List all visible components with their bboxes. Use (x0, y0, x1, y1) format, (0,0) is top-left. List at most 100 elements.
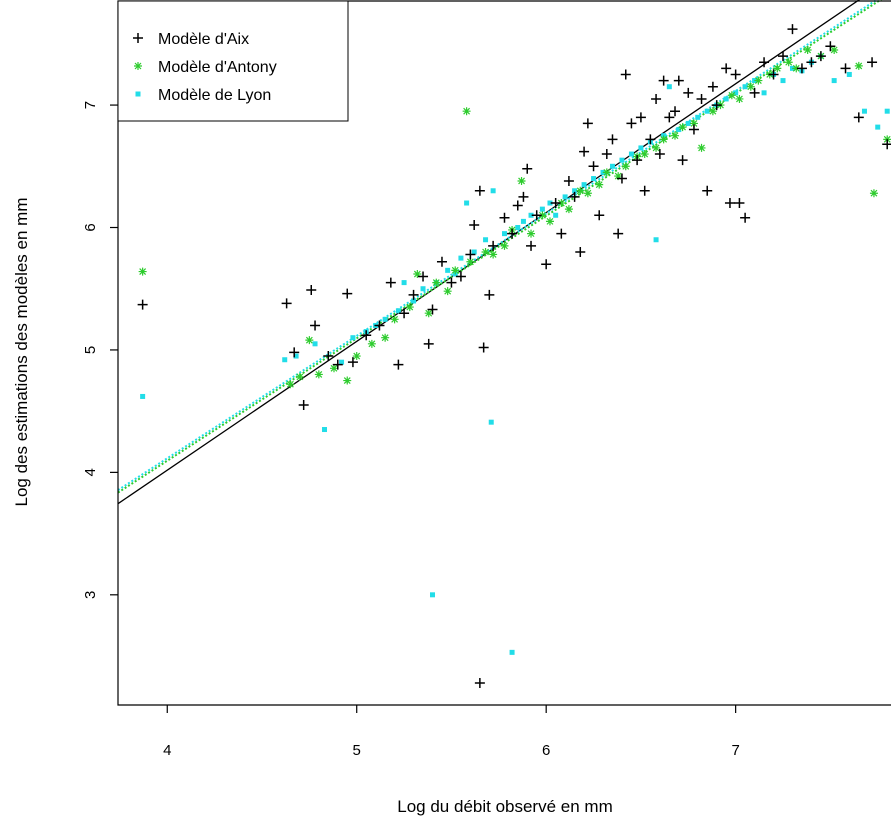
y-tick-label: 3 (82, 591, 99, 599)
data-point (347, 357, 358, 368)
legend-label: Modèle de Lyon (158, 87, 271, 104)
data-point (526, 240, 537, 251)
data-point (399, 308, 410, 319)
data-point (575, 246, 586, 257)
data-point (746, 82, 755, 91)
data-point (343, 376, 352, 385)
data-point (527, 229, 536, 238)
data-points (137, 24, 891, 688)
data-point (413, 270, 422, 279)
data-point (582, 118, 593, 129)
data-point (466, 257, 475, 266)
legend-box (117, 0, 349, 122)
data-point (507, 228, 518, 239)
data-point (289, 347, 300, 358)
data-point (861, 108, 867, 114)
data-point (787, 24, 798, 35)
data-point (306, 284, 317, 295)
data-point (652, 143, 661, 152)
data-point (436, 256, 447, 267)
data-point (432, 278, 441, 287)
data-point (658, 75, 669, 86)
data-point (489, 250, 498, 259)
data-point (734, 198, 745, 209)
fit-line-0 (118, 0, 861, 505)
y-tick-label: 4 (82, 468, 99, 476)
data-point (749, 87, 760, 98)
data-point (666, 84, 672, 90)
data-point (556, 228, 567, 239)
data-point (721, 63, 732, 74)
data-point (780, 78, 786, 84)
data-point (659, 135, 668, 144)
data-point (742, 84, 748, 90)
data-point (395, 308, 401, 314)
data-point (367, 339, 376, 348)
data-point (478, 342, 489, 353)
data-point (614, 172, 623, 181)
data-point (727, 91, 736, 100)
data-point (626, 118, 637, 129)
x-tick-label: 4 (163, 742, 171, 759)
data-point (424, 309, 433, 318)
data-point (332, 359, 343, 370)
y-tick-label: 7 (82, 101, 99, 109)
data-point (651, 93, 662, 104)
data-point (853, 112, 864, 123)
data-point (708, 107, 717, 116)
data-point (465, 249, 476, 260)
x-tick-label: 7 (731, 742, 739, 759)
legend-marker (135, 91, 141, 97)
data-point (140, 393, 146, 399)
data-point (430, 592, 436, 598)
data-point (488, 240, 499, 251)
data-point (329, 364, 338, 373)
data-point (471, 249, 477, 255)
legend-item: Modèle d'Antony (134, 59, 277, 76)
data-point (361, 330, 372, 341)
data-point (884, 108, 890, 114)
data-point (312, 341, 318, 347)
data-point (676, 127, 682, 133)
data-point (464, 200, 470, 206)
data-point (773, 64, 782, 73)
data-point (619, 157, 625, 163)
data-point (545, 217, 554, 226)
x-tick-label: 5 (353, 742, 361, 759)
data-point (550, 198, 561, 209)
data-point (323, 351, 334, 362)
data-point (469, 220, 480, 231)
data-point (446, 277, 457, 288)
data-point (314, 370, 323, 379)
data-point (784, 58, 793, 67)
data-point (854, 61, 863, 70)
data-point (759, 57, 770, 68)
data-point (754, 76, 763, 85)
data-point (518, 191, 529, 202)
data-point (697, 143, 706, 152)
data-point (443, 287, 452, 296)
data-point (768, 69, 779, 80)
data-point (517, 176, 526, 185)
data-point (484, 289, 495, 300)
legend: Modèle d'Aix Modèle d'Antony Modèle de Lyo… (117, 0, 349, 122)
data-point (825, 41, 836, 52)
x-axis-title: Log du débit observé en mm (397, 797, 612, 816)
data-point (830, 45, 839, 54)
data-point (305, 336, 314, 345)
data-point (840, 63, 851, 74)
data-point (695, 114, 701, 120)
data-point (522, 163, 533, 174)
data-point (520, 218, 526, 224)
data-point (730, 69, 741, 80)
data-point (474, 677, 485, 688)
data-point (393, 359, 404, 370)
data-point (563, 175, 574, 186)
data-point (481, 247, 490, 256)
data-point (342, 288, 353, 299)
data-point (138, 267, 147, 276)
legend-marker (134, 62, 142, 70)
data-point (588, 161, 599, 172)
data-point (632, 155, 643, 166)
data-point (488, 419, 494, 425)
